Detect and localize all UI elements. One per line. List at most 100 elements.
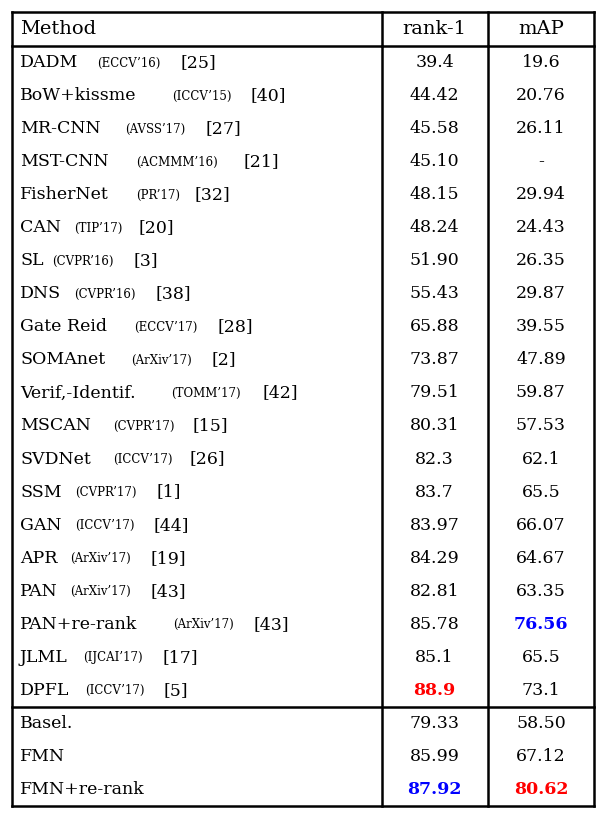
Text: PAN+re-rank: PAN+re-rank xyxy=(20,616,138,633)
Text: [38]: [38] xyxy=(156,285,191,303)
Text: [3]: [3] xyxy=(133,252,158,269)
Text: 65.5: 65.5 xyxy=(522,649,561,666)
Text: 45.58: 45.58 xyxy=(410,120,459,137)
Text: [19]: [19] xyxy=(150,550,186,566)
Text: 64.67: 64.67 xyxy=(516,550,566,566)
Text: SOMAnet: SOMAnet xyxy=(20,351,105,369)
Text: 29.94: 29.94 xyxy=(516,186,566,203)
Text: FMN+re-rank: FMN+re-rank xyxy=(20,781,145,798)
Text: MSCAN: MSCAN xyxy=(20,417,91,434)
Text: 73.1: 73.1 xyxy=(522,682,561,699)
Text: (ArXiv’17): (ArXiv’17) xyxy=(173,618,234,631)
Text: [5]: [5] xyxy=(164,682,188,699)
Text: [1]: [1] xyxy=(156,484,181,500)
Text: [32]: [32] xyxy=(195,186,230,203)
Text: (CVPR’17): (CVPR’17) xyxy=(113,420,175,433)
Text: [25]: [25] xyxy=(181,54,216,71)
Text: [28]: [28] xyxy=(218,318,253,335)
Text: Method: Method xyxy=(20,20,96,38)
Text: 48.15: 48.15 xyxy=(410,186,459,203)
Text: [43]: [43] xyxy=(151,582,186,600)
Text: 26.11: 26.11 xyxy=(516,120,566,137)
Text: rank-1: rank-1 xyxy=(402,20,467,38)
Text: (IJCAI’17): (IJCAI’17) xyxy=(83,651,143,665)
Text: [26]: [26] xyxy=(190,451,225,468)
Text: 39.55: 39.55 xyxy=(516,318,566,335)
Text: 20.76: 20.76 xyxy=(516,87,566,104)
Text: 85.78: 85.78 xyxy=(410,616,459,633)
Text: -: - xyxy=(538,153,544,170)
Text: [15]: [15] xyxy=(192,417,228,434)
Text: (ICCV’17): (ICCV’17) xyxy=(85,685,145,697)
Text: 59.87: 59.87 xyxy=(516,385,566,401)
Text: 62.1: 62.1 xyxy=(522,451,560,468)
Text: 39.4: 39.4 xyxy=(415,54,454,71)
Text: 19.6: 19.6 xyxy=(522,54,560,71)
Text: (ECCV’17): (ECCV’17) xyxy=(134,321,197,334)
Text: [17]: [17] xyxy=(162,649,198,666)
Text: (TIP’17): (TIP’17) xyxy=(75,222,123,235)
Text: FMN: FMN xyxy=(20,748,65,765)
Text: 85.1: 85.1 xyxy=(415,649,454,666)
Text: 82.81: 82.81 xyxy=(410,582,459,600)
Text: 48.24: 48.24 xyxy=(410,220,459,236)
Text: 58.50: 58.50 xyxy=(516,715,566,732)
Text: 66.07: 66.07 xyxy=(516,517,566,534)
Text: 79.33: 79.33 xyxy=(410,715,460,732)
Text: DADM: DADM xyxy=(20,54,78,71)
Text: (CVPR’16): (CVPR’16) xyxy=(52,255,113,268)
Text: (PR’17): (PR’17) xyxy=(136,189,180,202)
Text: FisherNet: FisherNet xyxy=(20,186,108,203)
Text: SVDNet: SVDNet xyxy=(20,451,91,468)
Text: APR: APR xyxy=(20,550,58,566)
Text: Gate Reid: Gate Reid xyxy=(20,318,107,335)
Text: MST-CNN: MST-CNN xyxy=(20,153,108,170)
Text: 45.10: 45.10 xyxy=(410,153,459,170)
Text: (ArXiv’17): (ArXiv’17) xyxy=(70,552,131,565)
Text: Basel.: Basel. xyxy=(20,715,73,732)
Text: 83.97: 83.97 xyxy=(410,517,459,534)
Text: 24.43: 24.43 xyxy=(516,220,566,236)
Text: (ArXiv’17): (ArXiv’17) xyxy=(132,354,192,367)
Text: (TOMM’17): (TOMM’17) xyxy=(171,387,241,400)
Text: 63.35: 63.35 xyxy=(516,582,566,600)
Text: 26.35: 26.35 xyxy=(516,252,566,269)
Text: 65.5: 65.5 xyxy=(522,484,561,500)
Text: SSM: SSM xyxy=(20,484,62,500)
Text: DPFL: DPFL xyxy=(20,682,69,699)
Text: 67.12: 67.12 xyxy=(516,748,566,765)
Text: 88.9: 88.9 xyxy=(413,682,456,699)
Text: 87.92: 87.92 xyxy=(407,781,462,798)
Text: DNS: DNS xyxy=(20,285,61,303)
Text: (ICCV’15): (ICCV’15) xyxy=(172,90,231,102)
Text: 82.3: 82.3 xyxy=(415,451,454,468)
Text: [43]: [43] xyxy=(253,616,289,633)
Text: 80.62: 80.62 xyxy=(514,781,568,798)
Text: [44]: [44] xyxy=(154,517,189,534)
Text: JLML: JLML xyxy=(20,649,68,666)
Text: 76.56: 76.56 xyxy=(514,616,568,633)
Text: 65.88: 65.88 xyxy=(410,318,459,335)
Text: BoW+kissme: BoW+kissme xyxy=(20,87,136,104)
Text: 79.51: 79.51 xyxy=(410,385,459,401)
Text: (AVSS’17): (AVSS’17) xyxy=(125,122,186,136)
Text: (ArXiv’17): (ArXiv’17) xyxy=(70,585,131,598)
Text: [42]: [42] xyxy=(262,385,298,401)
Text: 44.42: 44.42 xyxy=(410,87,459,104)
Text: [2]: [2] xyxy=(211,351,236,369)
Text: [27]: [27] xyxy=(205,120,241,137)
Text: (ICCV’17): (ICCV’17) xyxy=(75,519,135,532)
Text: PAN: PAN xyxy=(20,582,58,600)
Text: (ECCV’16): (ECCV’16) xyxy=(97,56,160,70)
Text: 85.99: 85.99 xyxy=(410,748,459,765)
Text: 80.31: 80.31 xyxy=(410,417,459,434)
Text: GAN: GAN xyxy=(20,517,61,534)
Text: [20]: [20] xyxy=(139,220,175,236)
Text: 29.87: 29.87 xyxy=(516,285,566,303)
Text: MR-CNN: MR-CNN xyxy=(20,120,101,137)
Text: 55.43: 55.43 xyxy=(410,285,459,303)
Text: [21]: [21] xyxy=(244,153,279,170)
Text: CAN: CAN xyxy=(20,220,61,236)
Text: 73.87: 73.87 xyxy=(410,351,459,369)
Text: (CVPR’17): (CVPR’17) xyxy=(75,486,137,499)
